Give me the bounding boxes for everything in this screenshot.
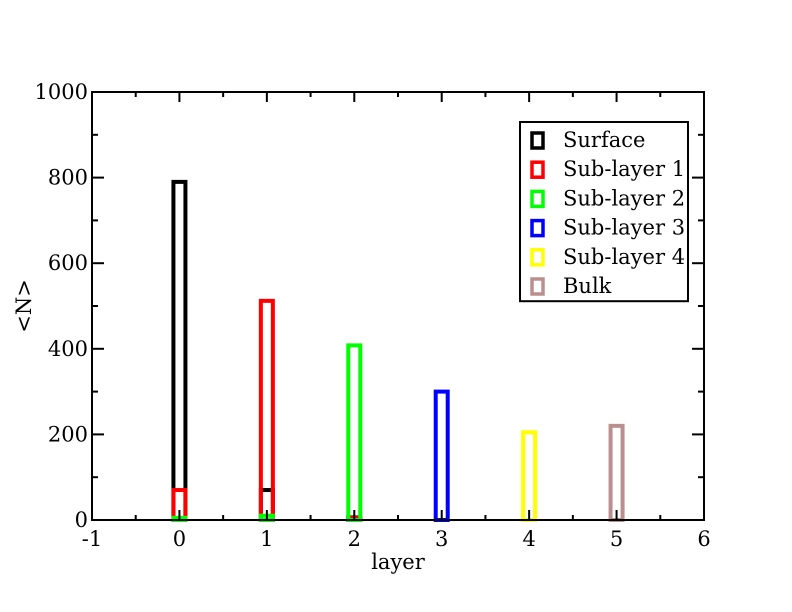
bar-sub-layer-2-2 — [346, 343, 363, 522]
legend: Surface Sub-layer 1 Sub-layer 2 Sub-layer 3… — [519, 121, 689, 303]
y-tick-label: 400 — [48, 337, 88, 361]
y-tick-label: 600 — [48, 251, 88, 275]
legend-swatch-bulk — [530, 277, 545, 296]
legend-label-sub-layer-1: Sub-layer 1 — [563, 157, 685, 181]
bar-sub-layer-4-4 — [521, 430, 538, 523]
bar-surface-0 — [171, 179, 188, 522]
y-tick-label: 1000 — [35, 80, 88, 104]
legend-swatch-sub-layer-1 — [530, 160, 545, 179]
x-tick-label: 3 — [435, 527, 448, 551]
y-axis-label: <N> — [12, 279, 36, 333]
bar-bulk-5 — [608, 423, 625, 522]
legend-swatch-sub-layer-3 — [530, 218, 545, 238]
bar-sub-layer-3-3 — [433, 389, 450, 522]
x-tick-label: 0 — [173, 527, 186, 551]
legend-label-sub-layer-2: Sub-layer 2 — [563, 186, 685, 210]
legend-label-sub-layer-4: Sub-layer 4 — [563, 245, 685, 269]
x-tick-label: 5 — [610, 527, 623, 551]
y-tick-label: 200 — [48, 422, 88, 446]
x-tick-label: 1 — [260, 527, 273, 551]
y-tick-label: 800 — [48, 166, 88, 190]
legend-label-surface: Surface — [563, 128, 645, 152]
legend-label-sub-layer-3: Sub-layer 3 — [563, 216, 685, 240]
legend-swatch-sub-layer-2 — [530, 189, 545, 209]
legend-box — [519, 121, 689, 303]
legend-label-bulk: Bulk — [563, 274, 612, 298]
legend-swatch-sub-layer-4 — [530, 248, 545, 267]
y-tick-label: 0 — [75, 508, 88, 532]
legend-swatch-surface — [530, 131, 545, 150]
x-axis-label: layer — [371, 550, 426, 574]
x-tick-label: 2 — [348, 527, 361, 551]
bar-sub-layer-1-1 — [258, 298, 275, 523]
x-tick-label: 4 — [522, 527, 535, 551]
x-tick-label: 6 — [697, 527, 710, 551]
x-tick-label: -1 — [82, 527, 102, 551]
